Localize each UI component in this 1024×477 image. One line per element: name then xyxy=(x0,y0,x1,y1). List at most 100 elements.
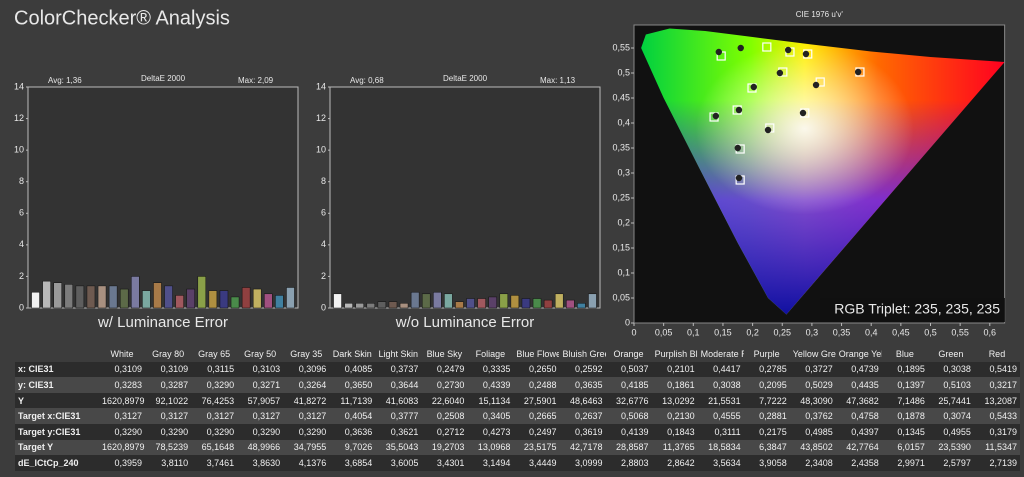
table-cell: 0,3103 xyxy=(252,364,281,375)
table-cell: 2,8642 xyxy=(667,457,695,468)
table-cell: 0,3290 xyxy=(206,426,235,437)
table-cell: 2,7139 xyxy=(989,457,1017,468)
column-header: Blue Flower xyxy=(516,348,560,359)
y-tick-label: 0,45 xyxy=(612,92,630,102)
bar xyxy=(53,282,62,309)
table-cell: 0,4955 xyxy=(943,426,971,437)
table-cell: 3,6854 xyxy=(344,457,373,468)
table-cell: 3,4301 xyxy=(436,457,465,468)
row-label: dE_ICtCp_240 xyxy=(18,457,79,468)
table-row: x: CIE31 0,3109 0,3109 0,3115 0,3103 0,3096 0,… xyxy=(15,361,1020,378)
table-cell: 3,8630 xyxy=(252,457,281,468)
bar xyxy=(399,303,409,309)
table-cell: 0,3111 xyxy=(714,426,741,437)
y-tick-label: 0,5 xyxy=(617,67,630,77)
y-tick-label: 14 xyxy=(14,81,24,91)
x-tick-label: 0,2 xyxy=(746,327,759,337)
table-cell: 0,1861 xyxy=(667,379,695,390)
table-cell: 0,2508 xyxy=(436,411,465,422)
x-tick-label: 0,4 xyxy=(865,327,878,337)
table-cell: 0,5037 xyxy=(621,364,649,375)
x-axis-label: w/o Luminance Error xyxy=(395,314,534,331)
table-cell: 25,7441 xyxy=(938,395,971,406)
table-cell: 0,3619 xyxy=(574,426,603,437)
bar xyxy=(97,285,107,309)
header-row: White Gray 80 Gray 65 Gray 50 Gray 35 Dark Sk… xyxy=(15,346,1020,362)
column-header: Blue Sky xyxy=(426,348,463,359)
table-cell: 92,1022 xyxy=(155,395,189,406)
table-cell: 0,4054 xyxy=(344,411,373,422)
table-cell: 0,3074 xyxy=(943,411,971,422)
table-cell: 23,5175 xyxy=(523,442,557,453)
bar xyxy=(566,299,575,309)
y-tick-label: 4 xyxy=(321,239,326,249)
table-cell: 0,1397 xyxy=(897,379,925,390)
table-cell: 3,0999 xyxy=(574,457,603,468)
y-tick-label: 0 xyxy=(625,317,630,327)
bar xyxy=(510,295,520,309)
table-cell: 0,3038 xyxy=(713,379,741,390)
table-cell: 78,5239 xyxy=(155,442,189,453)
annotation-box xyxy=(820,298,1005,322)
measured-point xyxy=(764,126,772,134)
bar xyxy=(86,285,96,309)
table-cell: 0,3650 xyxy=(344,379,373,390)
bar xyxy=(230,296,240,309)
y-tick-label: 0,1 xyxy=(617,267,630,277)
measured-point xyxy=(715,48,722,56)
table-cell: 0,3127 xyxy=(114,411,143,422)
bar xyxy=(108,285,118,309)
table-cell: 1620,8979 xyxy=(102,442,145,453)
measured-point xyxy=(735,174,743,182)
bar xyxy=(131,276,140,309)
table-cell: 0,1895 xyxy=(897,364,925,375)
y-tick-label: 0,05 xyxy=(612,292,630,302)
bar xyxy=(275,295,284,309)
table-cell: 0,3038 xyxy=(943,364,971,375)
table-cell: 0,5419 xyxy=(989,364,1017,375)
table-cell: 6,0157 xyxy=(897,442,925,453)
target-point xyxy=(762,42,772,52)
column-header: Red xyxy=(988,348,1006,359)
bar xyxy=(241,287,251,309)
table-cell: 0,4985 xyxy=(805,426,833,437)
y-tick-label: 10 xyxy=(316,145,326,155)
table-cell: 0,4085 xyxy=(344,364,373,375)
table-cell: 2,5797 xyxy=(943,457,971,468)
table-cell: 0,3405 xyxy=(482,411,511,422)
table-cell: 0,3115 xyxy=(207,364,235,375)
bar xyxy=(286,287,295,309)
table-cell: 32,6776 xyxy=(616,395,649,406)
table-cell: 1620,8979 xyxy=(102,395,145,406)
y-tick-label: 0,4 xyxy=(617,117,630,127)
bar xyxy=(197,276,207,309)
table-cell: 11,3765 xyxy=(662,442,695,453)
table-cell: 19,2703 xyxy=(431,442,465,453)
table-cell: 0,3635 xyxy=(574,379,603,390)
x-tick-label: 0,15 xyxy=(714,327,732,337)
table-cell: 3,4449 xyxy=(528,457,557,468)
bar xyxy=(164,285,173,309)
column-header: Bluish Green xyxy=(562,348,605,359)
measured-point xyxy=(734,144,741,152)
bar xyxy=(577,303,586,309)
table-cell: 0,5068 xyxy=(621,411,649,422)
table-cell: 0,3290 xyxy=(252,426,281,437)
annotation: RGB Triplet: 235, 235, 235 xyxy=(834,301,1000,317)
y-tick-label: 0,15 xyxy=(612,242,630,252)
y-tick-label: 0,35 xyxy=(612,142,630,152)
column-header: Blue xyxy=(895,348,914,359)
row-label: Target Y xyxy=(18,442,54,453)
table-cell: 0,4397 xyxy=(851,426,879,437)
max-label: Max: 2,09 xyxy=(238,76,274,85)
corner-cell xyxy=(15,346,99,362)
measured-point xyxy=(776,69,784,77)
gamut-diagram xyxy=(641,28,1005,315)
table-cell: 0,2095 xyxy=(759,379,787,390)
bar xyxy=(488,296,497,309)
y-tick-label: 14 xyxy=(316,81,326,91)
table-cell: 0,3290 xyxy=(114,426,143,437)
table-cell: 48,3090 xyxy=(800,395,833,406)
table-cell: 0,3644 xyxy=(390,379,419,390)
